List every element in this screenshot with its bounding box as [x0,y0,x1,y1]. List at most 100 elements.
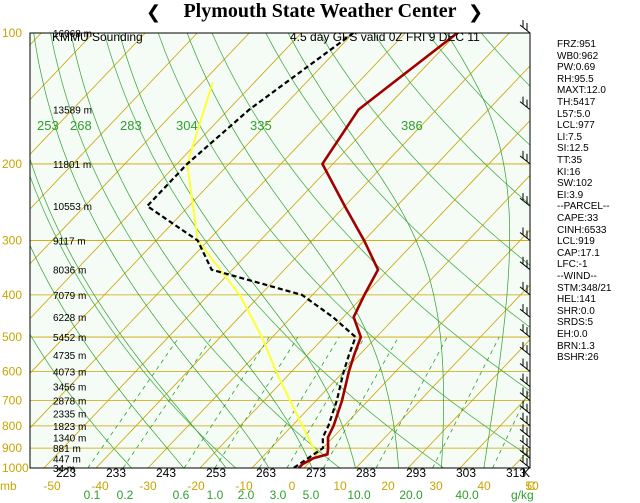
stability-index-line: BRN:1.3 [557,340,595,352]
stability-index-line: L57:5.0 [557,108,591,120]
wind-barb-icon [519,342,531,356]
dry-adiabat-line [211,33,530,392]
kelvin-unit-label: K [522,466,530,480]
dry-adiabat-line [103,33,445,468]
pressure-tick-label: 100 [2,26,22,40]
mixing-ratio-tick-label: 3.0 [270,488,287,502]
stability-index-line: LI:7.5 [557,131,583,143]
moist-adiabats [30,33,510,468]
wind-barbs [519,20,531,469]
isotherm-line [407,338,530,468]
stability-index-line: STM:348/21 [557,282,612,294]
mixing-ratio-tick-label: 10.0 [347,488,371,502]
temperature-tick-label: -20 [187,479,205,493]
title-bar: ❮ Plymouth State Weather Center ❯ [0,0,640,24]
plot-border [29,32,531,469]
mixing-ratio-line [286,336,366,468]
wind-barb-icon [519,455,531,469]
isotherm-line [30,33,198,210]
height-label: 13589 m [53,106,92,117]
isotherm-line [30,33,250,265]
pressure-tick-label: 300 [2,234,22,248]
stability-index-line: CINH:6533 [557,224,607,236]
wind-barb-icon [519,412,531,427]
height-label: 10553 m [53,202,92,213]
theta-label: 283 [120,118,142,133]
pressure-tick-label: 900 [2,441,22,455]
isotherm-line [303,229,530,468]
wind-barb-icon [519,400,531,415]
wind-barb-icon [519,445,531,459]
temperature-tick-label: 50 [525,479,539,493]
mixing-ratio-tick-label: 0.2 [117,488,134,502]
stability-index-line: CAP:17.1 [557,247,600,259]
wind-barb-icon [519,96,531,110]
wind-barb-icon [519,281,531,296]
moist-adiabat-line [446,33,510,468]
valid-time-label: 4.5 day GFS valid 0Z FRI 9 DEC 11 [290,30,480,44]
temperature-tick-label: 40 [477,479,491,493]
theta-label: 253 [37,118,59,133]
flag-left-icon: ❮ [146,2,162,23]
moist-adiabat-line [287,33,444,468]
stability-index-line: LCL:919 [557,236,595,248]
temperature-tick-label: -30 [139,479,157,493]
mixing-ratio-line [87,336,180,468]
height-label: 881 m [53,444,81,455]
mixing-ratio-lines [87,336,530,468]
isotherm-line [147,65,530,468]
pressure-tick-label: 700 [2,394,22,408]
wind-barb-icon [519,424,531,438]
mixing-ratio-tick-label: 1.0 [207,488,224,502]
height-label: 5452 m [53,333,86,344]
temperature-tick-label: 20 [381,479,395,493]
page-title: Plymouth State Weather Center [183,0,457,22]
pressure-tick-label: 200 [2,157,22,171]
mixing-ratio-line [432,336,500,468]
stability-index-line: SHR:0.0 [557,305,595,317]
kelvin-tick-label: 283 [356,466,376,480]
moist-adiabat-line [33,33,270,468]
height-label: 3456 m [53,383,86,394]
pressure-tick-label: 600 [2,364,22,378]
wind-barb-icon [519,304,531,318]
isotherm-line [43,33,458,468]
moist-adiabat-line [119,33,356,468]
stability-index-line: --PARCEL-- [557,201,610,213]
stability-index-line: EH:0.0 [557,329,588,340]
dry-adiabat-line [265,33,530,328]
moist-adiabat-line [30,244,185,468]
wind-barb-icon [519,227,531,241]
parcel-path [186,82,318,455]
height-label: 7079 m [53,291,86,302]
celsius-unit-label: C [527,479,536,493]
stability-index-line: LCL:977 [557,120,595,132]
stability-index-line: SW:102 [557,178,593,190]
mixing-ratio-unit-label: g/kg [511,488,534,502]
height-label: 6228 m [53,313,86,324]
moist-adiabat-line [30,158,227,468]
height-label: 34 m [53,464,75,475]
wind-barb-icon [519,20,531,34]
stability-index-line: WB0:962 [557,50,599,62]
pressure-tick-label: 800 [2,419,22,433]
moist-adiabat-line [70,33,313,468]
kelvin-tick-label: 253 [206,466,226,480]
station-label: KMMU Sounding [52,30,143,44]
dewpoint-line [145,33,357,468]
stability-index-line: EI:3.9 [557,189,584,201]
kelvin-tick-label: 263 [256,466,276,480]
mixing-ratio-tick-label: 0.6 [173,488,190,502]
theta-label: 386 [401,118,423,133]
height-label: 4735 m [53,351,86,362]
wind-barb-icon [519,324,531,338]
height-label: 447 m [53,454,81,465]
temperature-tick-label: 30 [429,479,443,493]
kelvin-tick-label: 303 [456,466,476,480]
kelvin-tick-label: 293 [406,466,426,480]
temperature-tick-label: -40 [91,479,109,493]
temperature-line [297,33,459,468]
mixing-ratio-line [183,336,270,468]
height-label: 2335 m [53,410,86,421]
height-label: 9117 m [53,237,86,248]
